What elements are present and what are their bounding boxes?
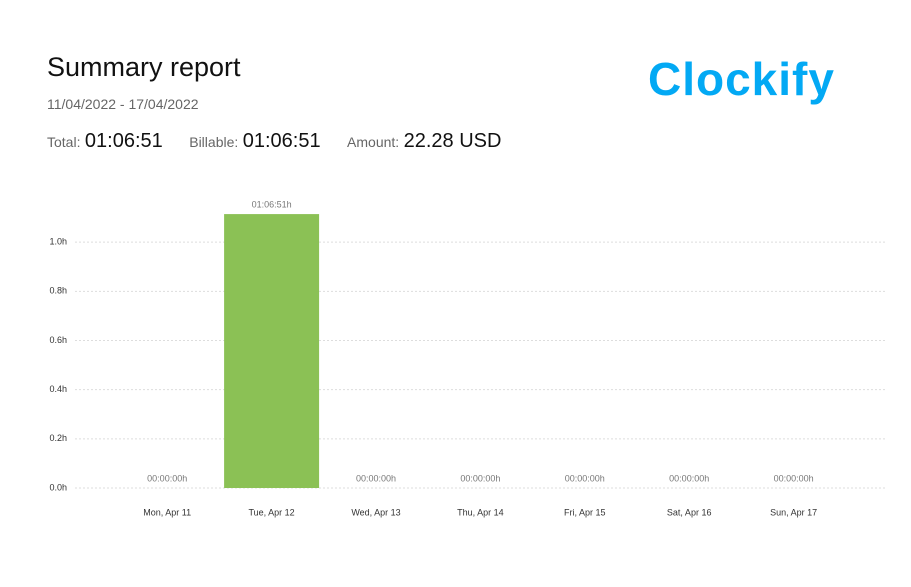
y-tick-label: 0.2h [49,433,67,443]
value-label: 00:00:00h [460,473,500,483]
x-tick-label: Mon, Apr 11 [143,507,191,517]
totals: Total: 01:06:51 Billable: 01:06:51 Amoun… [47,130,523,153]
value-label: 00:00:00h [774,473,814,483]
y-tick-label: 0.0h [49,482,67,492]
value-label: 00:00:00h [356,473,396,483]
amount-label: Amount: [347,134,400,150]
y-tick-label: 0.4h [49,384,67,394]
y-tick-label: 0.8h [49,286,67,296]
x-tick-label: Tue, Apr 12 [248,507,294,517]
y-tick-label: 0.6h [49,335,67,345]
amount-value: 22.28 USD [403,130,502,152]
x-tick-label: Sat, Apr 16 [667,507,712,517]
total-value: 01:06:51 [84,130,163,152]
value-label: 01:06:51h [252,199,292,209]
x-tick-label: Fri, Apr 15 [564,507,606,517]
report-title: Summary report [47,52,241,82]
date-range: 11/04/2022 - 17/04/2022 [47,96,199,112]
value-label: 00:00:00h [669,473,709,483]
y-tick-label: 1.0h [49,237,67,247]
x-tick-label: Thu, Apr 14 [457,507,504,517]
value-label: 00:00:00h [147,473,187,483]
x-tick-label: Sun, Apr 17 [770,507,817,517]
value-label: 00:00:00h [565,473,605,483]
bar [224,214,320,488]
billable-value: 01:06:51 [242,130,321,152]
logo: Clockify [648,53,835,105]
billable-label: Billable: [189,134,239,150]
x-tick-label: Wed, Apr 13 [351,507,400,517]
total-label: Total: [47,134,81,150]
